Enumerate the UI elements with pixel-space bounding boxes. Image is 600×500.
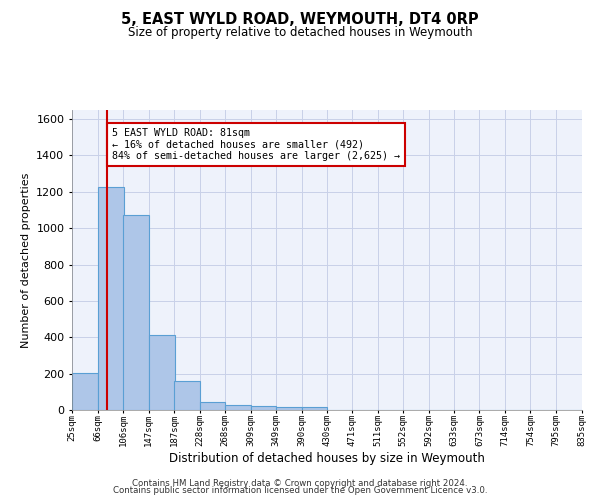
- Text: Contains HM Land Registry data © Crown copyright and database right 2024.: Contains HM Land Registry data © Crown c…: [132, 478, 468, 488]
- Bar: [200, 402, 226, 410]
- Bar: [251, 406, 277, 410]
- Bar: [149, 336, 175, 410]
- Bar: [276, 408, 302, 410]
- Bar: [72, 372, 98, 410]
- Bar: [225, 406, 251, 410]
- Bar: [302, 408, 328, 410]
- Y-axis label: Number of detached properties: Number of detached properties: [20, 172, 31, 348]
- Text: 5 EAST WYLD ROAD: 81sqm
← 16% of detached houses are smaller (492)
84% of semi-d: 5 EAST WYLD ROAD: 81sqm ← 16% of detache…: [112, 128, 400, 162]
- Bar: [123, 214, 149, 410]
- Text: Size of property relative to detached houses in Weymouth: Size of property relative to detached ho…: [128, 26, 472, 39]
- Bar: [98, 188, 124, 410]
- Text: 5, EAST WYLD ROAD, WEYMOUTH, DT4 0RP: 5, EAST WYLD ROAD, WEYMOUTH, DT4 0RP: [121, 12, 479, 28]
- Bar: [174, 381, 200, 410]
- Text: Contains public sector information licensed under the Open Government Licence v3: Contains public sector information licen…: [113, 486, 487, 495]
- X-axis label: Distribution of detached houses by size in Weymouth: Distribution of detached houses by size …: [169, 452, 485, 465]
